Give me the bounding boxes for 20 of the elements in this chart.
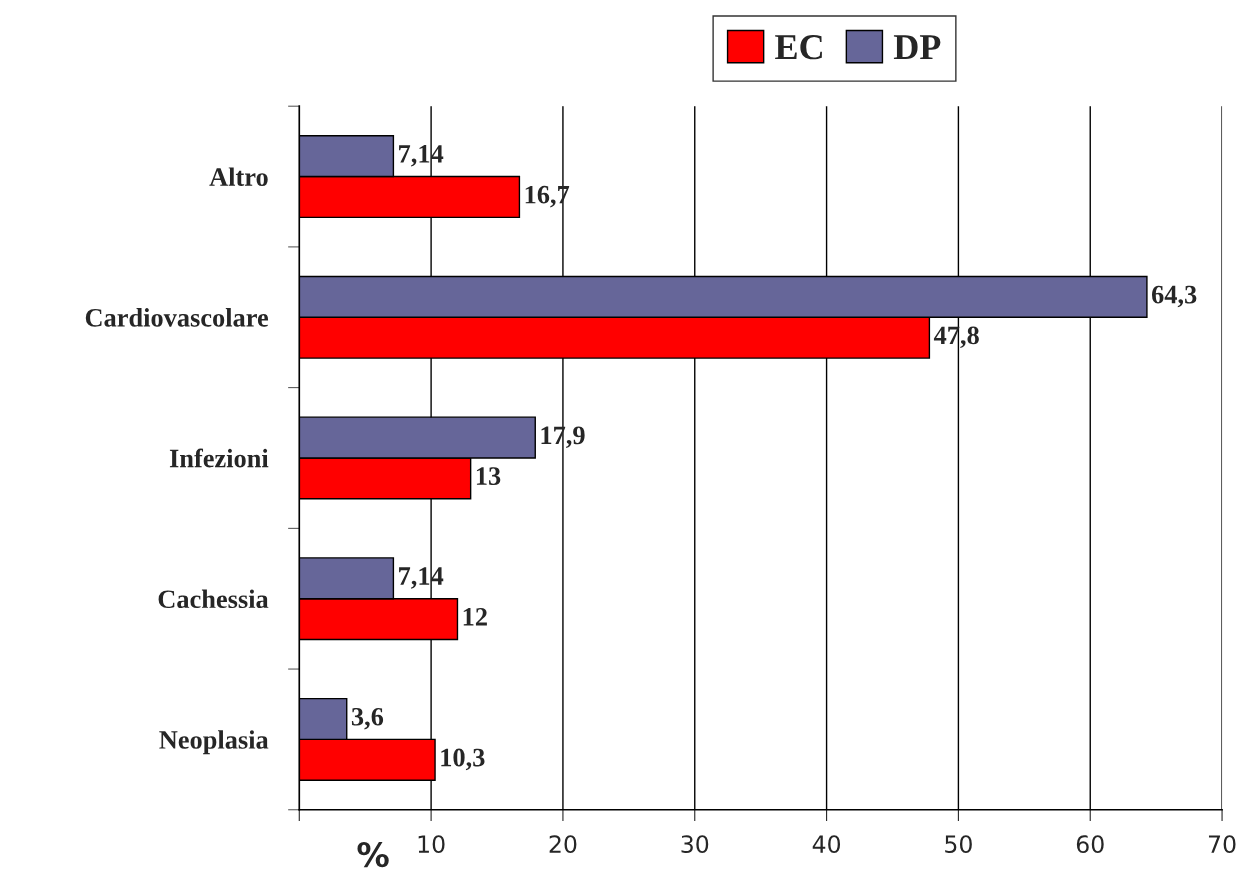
x-tick-label: 60 [1076,835,1104,854]
y-tick-label: Altro [209,167,268,186]
y-tick-label: Infezioni [169,448,269,468]
y-tick-label: Cardiovascolare [85,308,269,327]
y-tick-label: Cachessia [158,589,269,609]
data-label: 10,3 [441,748,485,771]
data-label: 13 [476,467,501,485]
x-tick-label: 40 [812,835,841,854]
x-axis-title: % [357,842,389,868]
x-tick-label: 10 [418,835,445,854]
x-tick-label: 50 [945,835,972,854]
y-tick-label: Neoplasia [159,730,269,755]
data-label: 64,3 [1151,285,1197,308]
x-tick-label: 30 [681,835,709,854]
data-label: 12 [463,607,487,626]
data-label: 3,6 [351,707,384,730]
legend-label: EC [775,35,822,60]
x-tick-label: 20 [549,835,577,854]
x-tick-label: 70 [1208,835,1236,854]
legend-label: DP [893,35,941,60]
